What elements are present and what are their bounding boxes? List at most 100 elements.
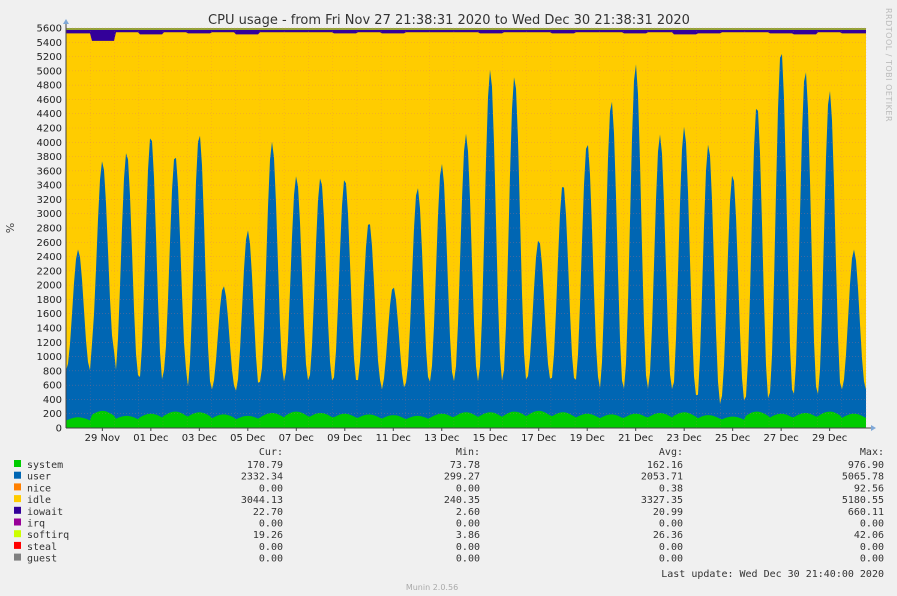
y-tick-label: 3200 — [37, 195, 62, 206]
y-tick-label: 3400 — [37, 181, 62, 192]
y-tick-label: 200 — [43, 409, 62, 420]
legend-min-system: 73.78 — [450, 460, 480, 471]
legend-min-softirq: 3.86 — [456, 530, 480, 541]
legend-min-guest: 0.00 — [456, 554, 480, 565]
x-tick-label: 21 Dec — [618, 433, 653, 444]
x-tick-label: 17 Dec — [521, 433, 556, 444]
legend-avg-iowait: 20.99 — [653, 507, 683, 518]
legend-max-iowait: 660.11 — [848, 507, 884, 518]
y-tick-label: 2800 — [37, 224, 62, 235]
x-tick-label: 01 Dec — [133, 433, 168, 444]
y-tick-label: 2400 — [37, 252, 62, 263]
legend-max-guest: 0.00 — [860, 554, 884, 565]
y-tick-label: 4400 — [37, 109, 62, 120]
y-tick-label: 4000 — [37, 138, 62, 149]
y-tick-label: 2600 — [37, 238, 62, 249]
legend-avg-steal: 0.00 — [659, 542, 683, 553]
legend-header: Min: — [456, 447, 480, 458]
x-tick-label: 23 Dec — [667, 433, 702, 444]
y-tick-label: 4200 — [37, 124, 62, 135]
legend-swatch-steal — [14, 541, 21, 549]
x-tick-label: 27 Dec — [764, 433, 799, 444]
x-axis-arrow-icon — [871, 425, 876, 431]
x-axis-ticks: 29 Nov 01 Dec 03 Dec 05 Dec 07 Dec 09 Dec 11 D… — [85, 428, 847, 444]
x-tick-label: 19 Dec — [570, 433, 605, 444]
legend-min-user: 299.27 — [444, 472, 480, 483]
legend-name-user: user — [27, 472, 51, 483]
y-axis-arrow-icon — [63, 19, 69, 24]
y-tick-label: 1600 — [37, 309, 62, 320]
x-tick-label: 07 Dec — [279, 433, 314, 444]
series-areas — [66, 28, 866, 428]
legend-min-iowait: 2.60 — [456, 507, 480, 518]
series-area-system — [66, 410, 866, 428]
legend-cur-user: 2332.34 — [241, 472, 283, 483]
legend-avg-softirq: 26.36 — [653, 530, 683, 541]
x-tick-label: 15 Dec — [473, 433, 508, 444]
legend-max-nice: 92.56 — [854, 483, 884, 494]
y-tick-label: 3600 — [37, 166, 62, 177]
legend-swatch-softirq — [14, 530, 21, 538]
legend-min-steal: 0.00 — [456, 542, 480, 553]
legend-avg-nice: 0.38 — [659, 483, 683, 494]
legend-swatch-idle — [14, 495, 21, 503]
y-tick-label: 400 — [43, 395, 62, 406]
legend-name-iowait: iowait — [27, 507, 63, 518]
legend-name-nice: nice — [27, 483, 51, 494]
y-tick-label: 2200 — [37, 266, 62, 277]
x-tick-label: 13 Dec — [424, 433, 459, 444]
y-tick-label: 800 — [43, 366, 62, 377]
legend-min-nice: 0.00 — [456, 483, 480, 494]
legend-avg-system: 162.16 — [647, 460, 683, 471]
legend-cur-steal: 0.00 — [259, 542, 283, 553]
legend-avg-irq: 0.00 — [659, 519, 683, 530]
x-tick-label: 09 Dec — [327, 433, 362, 444]
legend-table: Cur: Min: Avg: Max: system 170.79 73.78 162.16 9… — [14, 447, 884, 565]
legend-name-guest: guest — [27, 554, 57, 565]
legend-max-idle: 5180.55 — [842, 495, 884, 506]
chart-title: CPU usage - from Fri Nov 27 21:38:31 202… — [208, 13, 690, 28]
legend-header: Cur: — [259, 447, 283, 458]
x-tick-label: 29 Dec — [812, 433, 847, 444]
legend-max-steal: 0.00 — [860, 542, 884, 553]
legend-name-system: system — [27, 460, 63, 471]
legend-swatch-user — [14, 471, 21, 479]
y-axis-ticks: 0 200 400 600 800 1000 1200 1400 1600 1800 2000 220… — [37, 24, 62, 435]
y-axis-label: % — [4, 223, 17, 233]
legend-cur-guest: 0.00 — [259, 554, 283, 565]
legend-cur-softirq: 19.26 — [253, 530, 283, 541]
y-tick-label: 0 — [56, 424, 62, 435]
y-tick-label: 3000 — [37, 209, 62, 220]
x-tick-label: 11 Dec — [376, 433, 411, 444]
y-tick-label: 4800 — [37, 81, 62, 92]
legend-name-irq: irq — [27, 519, 45, 530]
y-tick-label: 1400 — [37, 324, 62, 335]
series-area-iowait — [66, 28, 866, 41]
y-tick-label: 5000 — [37, 66, 62, 77]
y-tick-label: 5600 — [37, 24, 62, 35]
legend-name-idle: idle — [27, 495, 51, 506]
legend-header: Avg: — [659, 447, 683, 458]
y-tick-label: 1000 — [37, 352, 62, 363]
legend-cur-nice: 0.00 — [259, 483, 283, 494]
legend-cur-idle: 3044.13 — [241, 495, 283, 506]
x-tick-label: 03 Dec — [182, 433, 217, 444]
legend-swatch-system — [14, 460, 21, 467]
legend-cur-iowait: 22.70 — [253, 507, 283, 518]
legend-max-softirq: 42.06 — [854, 530, 884, 541]
y-tick-label: 5400 — [37, 38, 62, 49]
grid-lines — [65, 27, 867, 429]
legend-swatch-irq — [14, 518, 21, 526]
last-update: Last update: Wed Dec 30 21:40:00 2020 — [661, 569, 884, 580]
y-tick-label: 1200 — [37, 338, 62, 349]
legend-max-system: 976.90 — [848, 460, 884, 471]
legend-name-softirq: softirq — [27, 530, 69, 541]
legend-cur-irq: 0.00 — [259, 519, 283, 530]
legend-header: Max: — [860, 447, 884, 458]
legend-max-user: 5065.78 — [842, 472, 884, 483]
legend-swatch-iowait — [14, 506, 21, 514]
x-tick-label: 05 Dec — [230, 433, 265, 444]
y-tick-label: 5200 — [37, 52, 62, 63]
y-tick-label: 2000 — [37, 281, 62, 292]
